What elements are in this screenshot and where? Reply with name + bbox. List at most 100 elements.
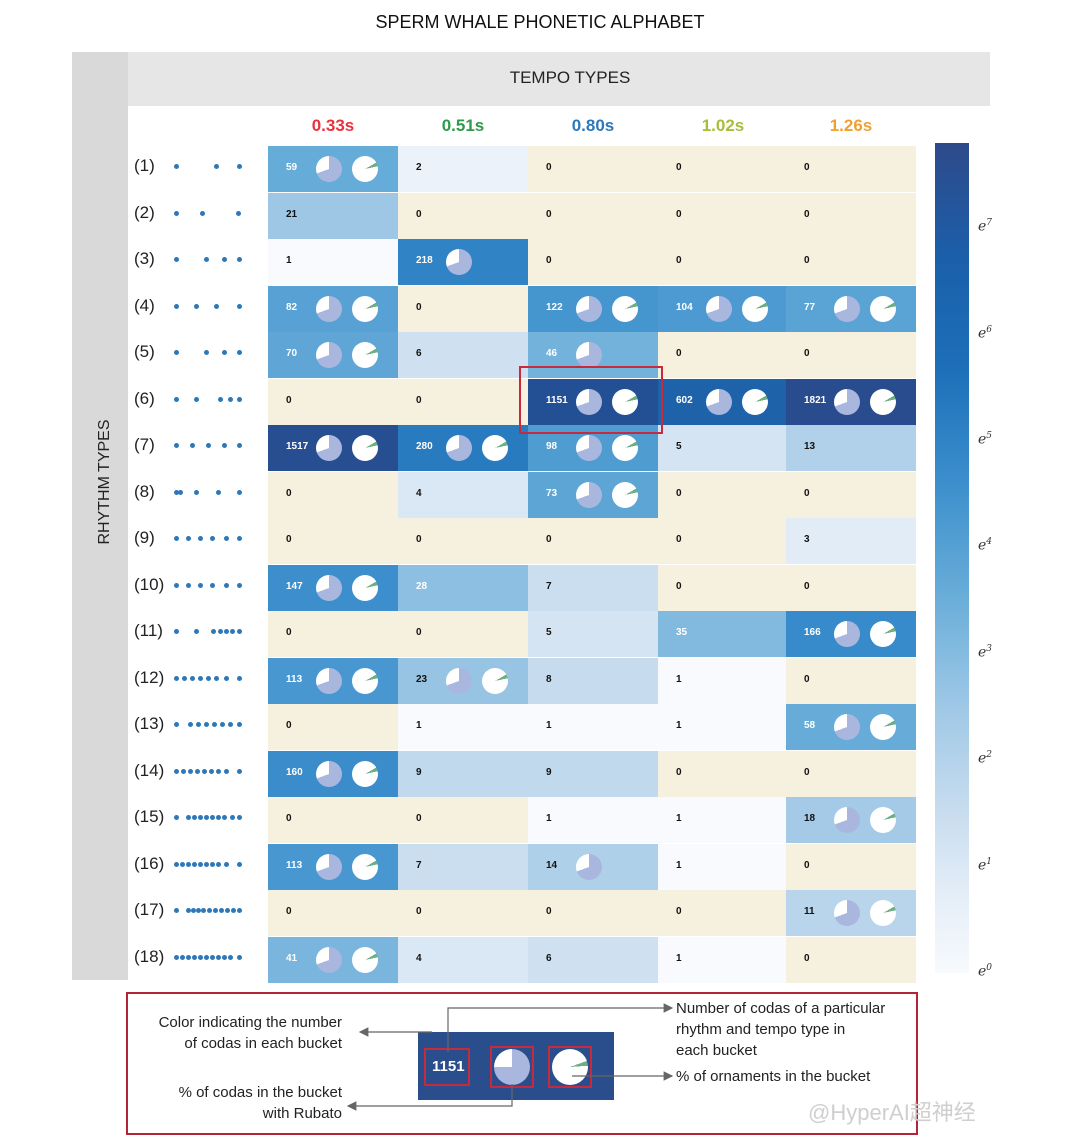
legend-count-line-3: each bucket <box>676 1042 757 1059</box>
cell-count: 1 <box>676 813 682 824</box>
rhythm-dot <box>220 722 225 727</box>
heatmap-cell: 0 <box>398 890 528 936</box>
heatmap-cell: 0 <box>786 471 916 518</box>
heatmap-cell: 1151 <box>528 378 658 425</box>
heatmap-cell: 58 <box>786 704 916 750</box>
rubato-pie <box>316 946 342 973</box>
cell-count: 0 <box>286 813 292 824</box>
cell-count: 1 <box>676 952 682 964</box>
rubato-pie <box>446 249 472 275</box>
rhythm-dot <box>237 629 242 634</box>
rhythm-label: (8) <box>134 481 155 501</box>
cell-count: 104 <box>676 301 693 313</box>
rhythm-dot <box>228 722 233 727</box>
cell-count: 98 <box>546 441 558 452</box>
rhythm-dot <box>174 164 179 169</box>
cell-count: 0 <box>546 906 552 917</box>
cell-count: 0 <box>676 348 682 359</box>
heatmap-cell: 5 <box>658 425 788 471</box>
heatmap-cell: 147 <box>268 564 398 611</box>
heatmap-cell: 218 <box>398 239 528 285</box>
rhythm-dot <box>174 722 179 727</box>
cell-count: 0 <box>416 627 422 638</box>
rhythm-dot <box>192 954 197 960</box>
ornament-pie <box>352 853 378 880</box>
cell-count: 7 <box>546 580 552 592</box>
rhythm-dot <box>230 629 235 634</box>
rubato-pie <box>834 900 860 926</box>
tempo-label: 1.02s <box>701 116 745 135</box>
cell-count: 6 <box>416 348 422 359</box>
heatmap-cell: 0 <box>268 704 398 750</box>
rhythm-label: (7) <box>134 435 155 454</box>
rhythm-dot <box>174 396 179 402</box>
legend-ornament-frame <box>548 1046 592 1088</box>
heatmap-cell: 35 <box>658 611 788 657</box>
rhythm-dot <box>204 350 209 355</box>
rhythm-label: (9) <box>134 528 155 547</box>
tempo-label: 0.80s <box>571 116 615 135</box>
legend-color-line-2: of codas in each bucket <box>184 1035 342 1052</box>
rhythm-dot <box>186 582 191 588</box>
rubato-pie <box>576 295 602 322</box>
heatmap-cell: 0 <box>398 611 528 657</box>
heatmap-cell: 0 <box>786 657 916 704</box>
rhythm-dot <box>237 954 242 960</box>
cell-count: 0 <box>416 301 422 313</box>
heatmap-cell: 113 <box>268 657 398 704</box>
rhythm-label: (18) <box>134 946 165 966</box>
legend-rubato-pie <box>494 1049 530 1085</box>
cell-count: 58 <box>804 720 816 731</box>
heatmap-cell: 41 <box>268 936 398 983</box>
rubato-pie <box>576 435 602 461</box>
chart-title: SPERM WHALE PHONETIC ALPHABET <box>375 12 705 32</box>
rhythm-dot <box>222 815 227 820</box>
cell-count: 11 <box>804 906 815 917</box>
rhythm-dot <box>204 815 209 820</box>
cell-count: 1 <box>676 720 682 731</box>
cell-count: 160 <box>286 766 303 778</box>
heatmap-cell: 0 <box>268 797 398 843</box>
rhythm-dot <box>216 489 221 495</box>
heatmap-cell: 1 <box>528 797 658 843</box>
rhythm-dot <box>201 908 206 913</box>
rhythm-label: (14) <box>134 760 165 780</box>
rhythm-dot <box>181 768 186 774</box>
heatmap-cell: 160 <box>268 750 398 797</box>
rhythm-dot <box>174 954 179 960</box>
rhythm-dot <box>237 164 242 169</box>
ornament-pie <box>870 714 896 740</box>
heatmap-cell: 0 <box>658 146 788 192</box>
cell-count: 21 <box>286 208 298 220</box>
rhythm-dot <box>224 536 229 541</box>
rhythm-dot <box>174 908 179 913</box>
heatmap-cell: 1 <box>658 657 788 704</box>
rhythm-dot-pattern <box>174 860 248 870</box>
rhythm-dot <box>228 396 233 402</box>
heatmap-cell: 122 <box>528 285 658 332</box>
cell-count: 0 <box>804 952 810 964</box>
rhythm-dot <box>174 815 179 820</box>
cell-count: 0 <box>804 208 810 220</box>
rhythm-dot <box>194 489 199 495</box>
cell-count: 0 <box>804 859 810 871</box>
heatmap-cell: 0 <box>658 192 788 239</box>
rhythm-dot <box>237 303 242 309</box>
rhythm-dot <box>230 815 235 820</box>
rhythm-dot <box>237 675 242 681</box>
colorbar-tick-label: e7 <box>978 218 993 235</box>
cell-count: 9 <box>416 766 422 778</box>
rubato-pie <box>576 388 602 415</box>
rhythm-dot <box>210 861 215 867</box>
x-axis-title: TEMPO TYPES <box>509 68 631 87</box>
cell-count: 0 <box>286 487 292 499</box>
rhythm-dot <box>198 536 203 541</box>
watermark: @HyperAI超神经 <box>808 1100 976 1125</box>
rubato-pie <box>316 156 342 182</box>
ornament-pie <box>352 574 378 601</box>
rubato-pie <box>706 388 732 415</box>
rhythm-dot <box>213 908 218 913</box>
heatmap-cell: 1 <box>658 704 788 750</box>
rubato-pie <box>316 853 342 880</box>
rhythm-dot-pattern <box>174 906 248 916</box>
